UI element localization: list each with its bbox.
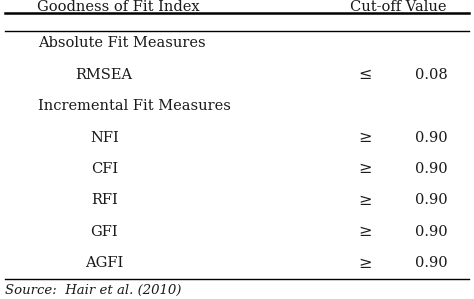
Text: 0.90: 0.90 (415, 256, 447, 270)
Text: AGFI: AGFI (85, 256, 123, 270)
Text: Incremental Fit Measures: Incremental Fit Measures (38, 99, 231, 113)
Text: 0.90: 0.90 (415, 225, 447, 239)
Text: CFI: CFI (91, 162, 118, 176)
Text: ≤: ≤ (358, 66, 372, 83)
Text: GFI: GFI (91, 225, 118, 239)
Text: ≥: ≥ (358, 129, 372, 146)
Text: RFI: RFI (91, 193, 118, 207)
Text: ≥: ≥ (358, 192, 372, 209)
Text: 0.08: 0.08 (415, 68, 448, 82)
Text: Source:  Hair et al. (2010): Source: Hair et al. (2010) (5, 283, 181, 297)
Text: Absolute Fit Measures: Absolute Fit Measures (38, 36, 206, 50)
Text: ≥: ≥ (358, 255, 372, 271)
Text: ≥: ≥ (358, 161, 372, 177)
Text: RMSEA: RMSEA (76, 68, 133, 82)
Text: Cut-off Value: Cut-off Value (350, 1, 447, 14)
Text: Goodness of Fit Index: Goodness of Fit Index (37, 1, 200, 14)
Text: 0.90: 0.90 (415, 131, 447, 144)
Text: 0.90: 0.90 (415, 162, 447, 176)
Text: NFI: NFI (90, 131, 118, 144)
Text: 0.90: 0.90 (415, 193, 447, 207)
Text: ≥: ≥ (358, 223, 372, 240)
